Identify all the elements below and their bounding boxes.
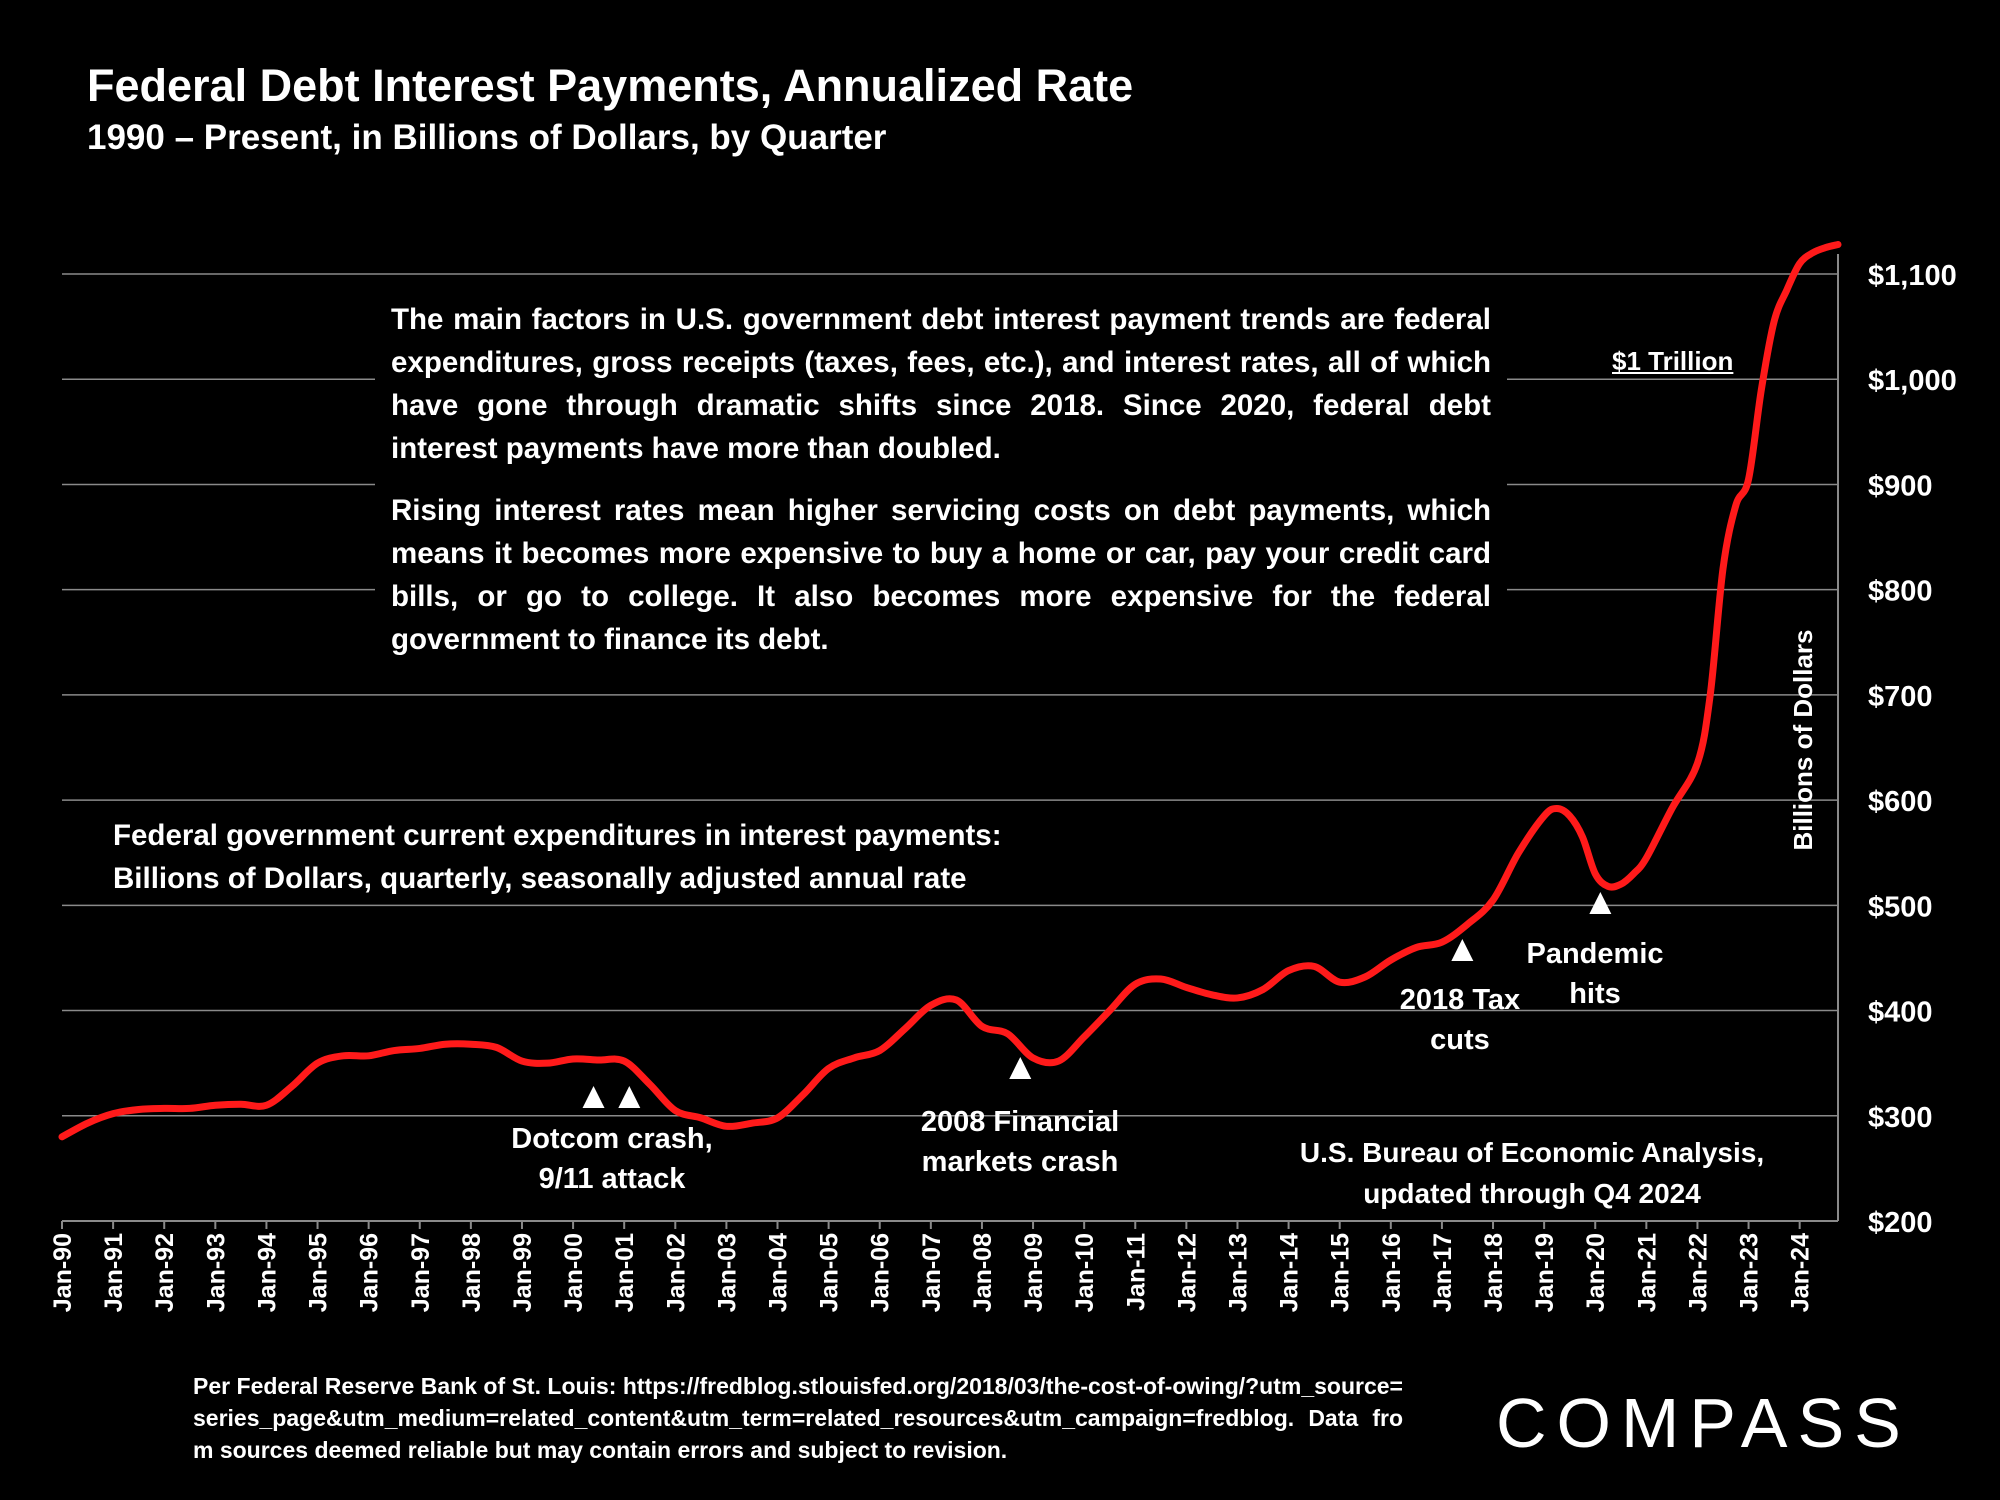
- event-label-line-1: 2008 Financial: [921, 1106, 1119, 1138]
- one-trillion-label: $1 Trillion: [1612, 346, 1734, 376]
- source-note-line-1: U.S. Bureau of Economic Analysis,: [1299, 1137, 1765, 1168]
- x-tick-label: Jan-01: [611, 1233, 639, 1312]
- x-tick-label: Jan-99: [509, 1233, 537, 1312]
- event-marker-triangle: [582, 1086, 605, 1108]
- x-tick-label: Jan-13: [1224, 1233, 1252, 1312]
- event-label-line-1: 2018 Tax: [1400, 984, 1520, 1016]
- x-tick-label: Jan-17: [1429, 1233, 1457, 1312]
- x-tick-label: Jan-05: [816, 1233, 844, 1312]
- event-label-line-2: markets crash: [922, 1146, 1119, 1178]
- x-tick-label: Jan-16: [1378, 1233, 1406, 1312]
- x-tick-label: Jan-19: [1531, 1233, 1559, 1312]
- x-tick-label: Jan-95: [305, 1233, 333, 1312]
- x-tick-label: Jan-20: [1582, 1233, 1610, 1312]
- x-tick-label: Jan-93: [202, 1233, 230, 1312]
- chart-title: Federal Debt Interest Payments, Annualiz…: [87, 60, 1134, 111]
- event-marker-triangle: [618, 1086, 641, 1108]
- event-marker-triangle: [1009, 1057, 1032, 1079]
- x-tick-label: Jan-10: [1071, 1233, 1099, 1312]
- event-label-line-1: Dotcom crash,: [511, 1123, 712, 1155]
- event-label-line-2: 9/11 attack: [539, 1163, 687, 1195]
- x-tick-label: Jan-24: [1787, 1233, 1815, 1312]
- x-tick-label: Jan-97: [407, 1233, 435, 1312]
- series-layer: [58, 241, 1842, 1141]
- series-description: Federal government current expenditures …: [113, 814, 1002, 900]
- x-tick-label: Jan-15: [1327, 1233, 1355, 1312]
- explanation-paragraph-2: Rising interest rates mean higher servic…: [391, 494, 1491, 656]
- x-tick-label: Jan-04: [765, 1233, 793, 1312]
- series-description-line-2: Billions of Dollars, quarterly, seasonal…: [113, 862, 967, 895]
- y-axis-title: Billions of Dollars: [1788, 629, 1818, 850]
- x-tick-label: Jan-22: [1684, 1233, 1712, 1312]
- x-tick-label: Jan-98: [458, 1233, 486, 1312]
- y-tick-label: $500: [1868, 891, 1933, 923]
- source-note-line-2: updated through Q4 2024: [1363, 1178, 1701, 1209]
- y-tick-label: $1,100: [1868, 260, 1957, 292]
- x-tick-label: Jan-03: [713, 1233, 741, 1312]
- x-tick-label: Jan-09: [1020, 1233, 1048, 1312]
- y-tick-label: $800: [1868, 576, 1933, 608]
- x-tick-label: Jan-14: [1276, 1233, 1304, 1312]
- x-tick-label: Jan-94: [253, 1233, 281, 1312]
- y-tick-label: $300: [1868, 1102, 1933, 1134]
- x-tick-label: Jan-08: [969, 1233, 997, 1312]
- x-tick-label: Jan-96: [356, 1233, 384, 1312]
- event-marker-triangle: [1451, 939, 1474, 961]
- y-tick-label: $400: [1868, 997, 1933, 1029]
- axes: $200 $300 $400 $500 $600 $700 $800 $900 $1,000 $1…: [49, 254, 1957, 1312]
- y-tick-label: $1,000: [1868, 365, 1957, 397]
- compass-logo: COMPASS: [1496, 1384, 1911, 1462]
- x-tick-label: Jan-23: [1736, 1233, 1764, 1312]
- explanation-paragraph-1: The main factors in U.S. government debt…: [391, 303, 1491, 465]
- x-tick-label: Jan-92: [151, 1233, 179, 1312]
- event-label-line-1: Pandemic: [1527, 938, 1664, 970]
- chart-subtitle: 1990 – Present, in Billions of Dollars, …: [87, 118, 887, 157]
- series-line: [58, 241, 1842, 1141]
- y-tick-label: $700: [1868, 681, 1933, 713]
- x-tick-label: Jan-90: [49, 1233, 77, 1312]
- explanation-text-box: The main factors in U.S. government debt…: [375, 298, 1507, 680]
- event-label-line-2: cuts: [1430, 1024, 1490, 1056]
- y-tick-label: $600: [1868, 786, 1933, 818]
- x-tick-label: Jan-21: [1633, 1233, 1661, 1312]
- y-tick-label: $900: [1868, 470, 1933, 502]
- x-tick-label: Jan-18: [1480, 1233, 1508, 1312]
- footnote: Per Federal Reserve Bank of St. Louis: h…: [193, 1373, 1403, 1463]
- y-tick-label: $200: [1868, 1207, 1933, 1239]
- x-tick-label: Jan-11: [1122, 1233, 1150, 1311]
- x-tick-label: Jan-02: [662, 1233, 690, 1312]
- x-tick-label: Jan-07: [918, 1233, 946, 1312]
- x-tick-label: Jan-91: [100, 1233, 128, 1312]
- event-marker-triangle: [1589, 892, 1612, 914]
- x-tick-label: Jan-12: [1173, 1233, 1201, 1312]
- source-note: U.S. Bureau of Economic Analysis, update…: [1252, 1132, 1812, 1214]
- series-description-line-1: Federal government current expenditures …: [113, 819, 1002, 852]
- x-tick-label: Jan-06: [867, 1233, 895, 1312]
- annotations: Dotcom crash, 9/11 attack 2008 Financial ma…: [511, 892, 1664, 1195]
- event-label-line-2: hits: [1569, 978, 1621, 1010]
- x-tick-label: Jan-00: [560, 1233, 588, 1312]
